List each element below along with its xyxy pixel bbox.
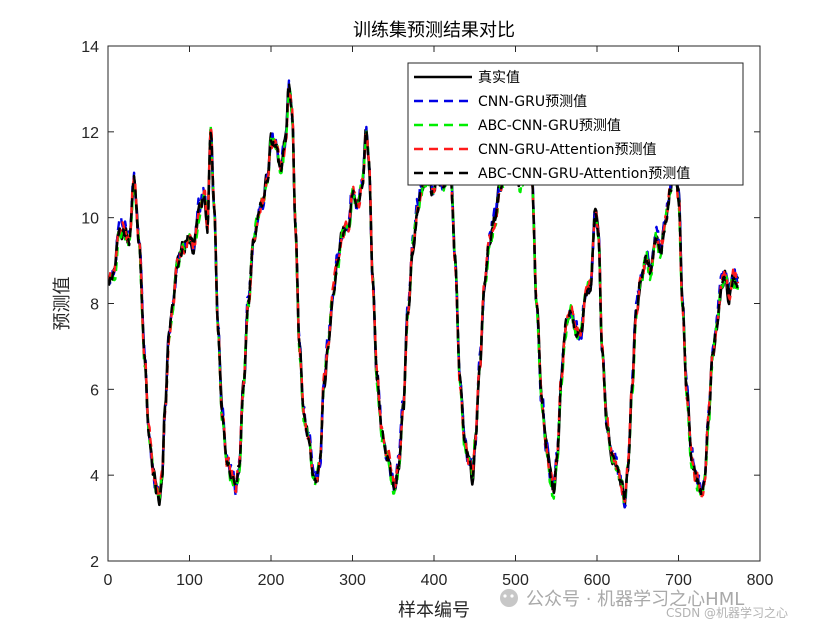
chart-title: 训练集预测结果对比: [353, 20, 515, 41]
legend-label-1: CNN-GRU预测值: [478, 94, 587, 110]
legend-label-4: ABC-CNN-GRU-Attention预测值: [478, 166, 690, 182]
watermark-small-text: CSDN @机器学习之心: [666, 605, 788, 620]
y-tick-label: 8: [90, 297, 99, 314]
legend-label-3: CNN-GRU-Attention预测值: [478, 142, 656, 158]
x-tick-label: 300: [339, 572, 366, 589]
wechat-logo-eye-right: [510, 594, 514, 598]
x-tick-label: 100: [176, 572, 203, 589]
y-tick-label: 14: [81, 39, 99, 56]
y-tick-label: 12: [81, 125, 99, 142]
x-tick-label: 700: [665, 572, 692, 589]
x-tick-label: 800: [747, 572, 774, 589]
watermark-text: 公众号 · 机器学习之心HML: [526, 589, 744, 610]
legend: 真实值 CNN-GRU预测值 ABC-CNN-GRU预测值 CNN-GRU-Atten…: [407, 62, 744, 186]
x-tick-label: 500: [502, 572, 529, 589]
x-axis-title: 样本编号: [398, 600, 470, 621]
y-tick-label: 2: [90, 554, 99, 571]
wechat-logo-icon: [500, 589, 518, 607]
x-tick-label: 600: [584, 572, 611, 589]
x-tick-label: 200: [258, 572, 285, 589]
y-tick-label: 10: [81, 211, 99, 228]
watermark: 公众号 · 机器学习之心HML CSDN @机器学习之心: [500, 589, 788, 620]
x-tick-label: 0: [104, 572, 113, 589]
legend-label-2: ABC-CNN-GRU预测值: [478, 118, 621, 134]
wechat-logo-eye-left: [503, 594, 507, 598]
ticks-layer: 0 100 200 300 400 500 600 700 800 2 4 6 8 10 12 14: [81, 39, 773, 589]
y-tick-label: 6: [90, 382, 99, 399]
x-tick-label: 400: [421, 572, 448, 589]
legend-label-0: 真实值: [478, 70, 520, 86]
y-tick-label: 4: [90, 468, 99, 485]
y-axis-title: 预测值: [52, 277, 73, 331]
